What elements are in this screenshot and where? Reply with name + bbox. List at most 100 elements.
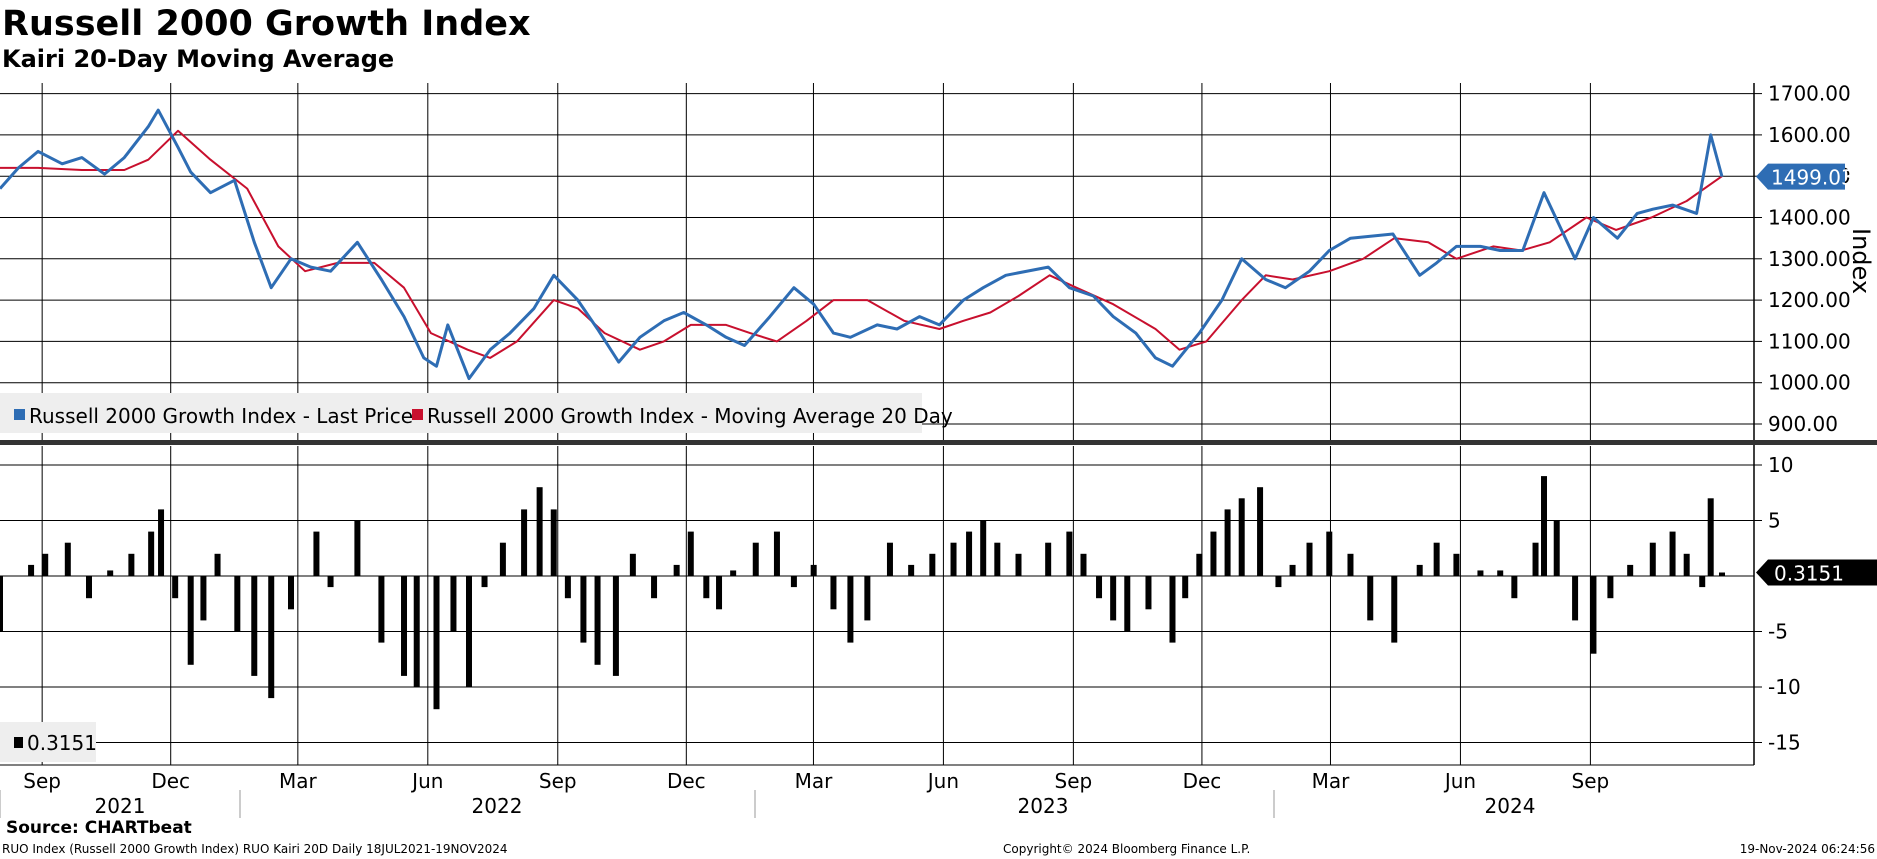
price-panel: Russell 2000 Growth Index - Last Price Ru… <box>0 108 1724 433</box>
kairi-bar <box>1541 476 1548 576</box>
chart-subtitle: Kairi 20-Day Moving Average <box>2 45 395 73</box>
kairi-bar <box>1238 498 1245 576</box>
kairi-bar <box>1347 553 1354 576</box>
kairi-bar <box>465 576 472 687</box>
xtick-month: Sep <box>539 769 577 793</box>
kairi-bar <box>28 564 35 576</box>
grid-lines <box>0 83 1754 765</box>
xtick-month: Dec <box>151 769 190 793</box>
kairi-bar <box>594 576 601 665</box>
kairi-bar <box>994 542 1001 576</box>
kairi-bar <box>481 576 488 588</box>
ytick-label-top: 1000.00 <box>1768 371 1851 395</box>
kairi-bar <box>499 542 506 576</box>
kairi-bar <box>1719 572 1725 576</box>
ytick-label-bottom: 5 <box>1768 509 1781 533</box>
kairi-bar <box>107 570 114 576</box>
kairi-bar <box>1080 553 1087 576</box>
kairi-bar <box>1649 542 1656 576</box>
legend-label-price: Russell 2000 Growth Index - Last Price <box>29 404 413 428</box>
legend-swatch-ma <box>412 409 423 420</box>
ytick-label-top: 1100.00 <box>1768 329 1851 353</box>
kairi-bar <box>1145 576 1152 610</box>
ytick-label-bottom: 10 <box>1768 453 1793 477</box>
kairi-bar <box>1433 542 1440 576</box>
kairi-panel: 0.3151 <box>0 476 1725 762</box>
kairi-bar <box>1015 553 1022 576</box>
xtick-month: Jun <box>410 769 443 793</box>
kairi-bar <box>1182 576 1189 599</box>
kairi-bar <box>433 576 440 710</box>
legend-label-kairi: 0.3151 <box>27 731 97 755</box>
ytick-label-top: 1200.00 <box>1768 288 1851 312</box>
kairi-bar <box>864 576 871 621</box>
xtick-month: Sep <box>1572 769 1610 793</box>
last-price-tag <box>1756 163 1845 190</box>
kairi-bar <box>214 553 221 576</box>
kairi-bar <box>413 576 420 687</box>
xtick-month: Mar <box>795 769 834 793</box>
kairi-bar <box>564 576 571 599</box>
kairi-bar <box>268 576 275 699</box>
kairi-bar <box>752 542 759 576</box>
kairi-bar <box>401 576 408 676</box>
kairi-bar <box>536 487 543 576</box>
kairi-bar <box>450 576 457 632</box>
kairi-bar <box>148 531 155 576</box>
panel-divider <box>0 440 1877 445</box>
footer-copyright: Copyright© 2024 Bloomberg Finance L.P. <box>1003 842 1251 856</box>
kairi-bar <box>651 576 658 599</box>
kairi-bar <box>234 576 241 632</box>
kairi-bar <box>730 570 737 576</box>
ytick-label-top: 1600.00 <box>1768 123 1851 147</box>
kairi-bar <box>1391 576 1398 643</box>
kairi-bar <box>966 531 973 576</box>
kairi-bar <box>1196 553 1203 576</box>
kairi-bar <box>550 509 557 576</box>
kairi-bar <box>629 553 636 576</box>
xtick-month: Dec <box>667 769 706 793</box>
xtick-month: Dec <box>1183 769 1222 793</box>
kairi-bar <box>687 531 694 576</box>
ytick-label-top: 900.00 <box>1768 412 1838 436</box>
kairi-bar <box>703 576 710 599</box>
kairi-bar <box>1066 531 1073 576</box>
kairi-bar <box>612 576 619 676</box>
kairi-bar <box>1306 542 1313 576</box>
kairi-bar <box>847 576 854 643</box>
kairi-bar <box>1453 553 1460 576</box>
xtick-year: 2024 <box>1485 794 1536 818</box>
kairi-bar <box>1683 553 1690 576</box>
footer-left: RUO Index (Russell 2000 Growth Index) RU… <box>2 842 508 856</box>
source-note: Source: CHARTbeat <box>6 818 192 838</box>
kairi-bar <box>790 576 797 588</box>
legend-box <box>0 393 922 433</box>
kairi-bar <box>1210 531 1217 576</box>
xtick-year: 2022 <box>472 794 523 818</box>
legend-swatch-price <box>14 409 25 420</box>
xtick-month: Mar <box>279 769 318 793</box>
axes <box>0 83 1877 818</box>
kairi-bar <box>1096 576 1103 599</box>
xtick-month: Sep <box>23 769 61 793</box>
kairi-bar <box>0 576 3 632</box>
ytick-label-top: 1300.00 <box>1768 247 1851 271</box>
kairi-bar <box>673 564 680 576</box>
ytick-label-top: 1700.00 <box>1768 82 1851 106</box>
kairi-bar <box>1416 564 1423 576</box>
ytick-label-bottom: -15 <box>1768 731 1801 755</box>
kairi-bar <box>1590 576 1597 654</box>
kairi-bar <box>158 509 165 576</box>
kairi-bar <box>1367 576 1374 621</box>
xtick-month: Mar <box>1312 769 1351 793</box>
ytick-label-bottom: -5 <box>1768 620 1788 644</box>
kairi-bar <box>1669 531 1676 576</box>
kairi-bar <box>1707 498 1714 576</box>
kairi-bar <box>929 553 936 576</box>
kairi-bar <box>187 576 194 665</box>
kairi-bar <box>980 520 987 576</box>
ytick-label-bottom: -10 <box>1768 675 1801 699</box>
kairi-bar <box>1497 570 1504 576</box>
kairi-bar <box>830 576 837 610</box>
xtick-month: Sep <box>1055 769 1093 793</box>
